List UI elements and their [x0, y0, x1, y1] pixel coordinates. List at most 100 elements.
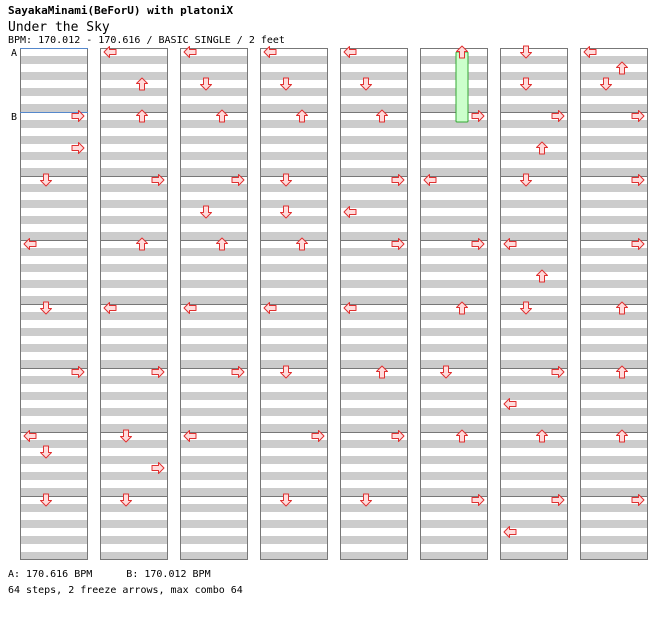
measure-stripe: [420, 152, 488, 160]
step-arrow-down: [520, 77, 532, 91]
step-arrow-right: [311, 430, 325, 442]
step-arrow-right: [151, 462, 165, 474]
step-arrow-left: [343, 46, 357, 58]
measure-stripe: [180, 536, 248, 544]
measure-stripe: [420, 168, 488, 176]
measure-stripe: [100, 440, 168, 448]
measure-stripe: [580, 520, 648, 528]
step-arrow-left: [23, 238, 37, 250]
measure-stripe: [180, 56, 248, 64]
measure-stripe: [20, 312, 88, 320]
measure-stripe: [500, 392, 568, 400]
step-arrow-down: [280, 77, 292, 91]
measure-stripe: [100, 136, 168, 144]
measure-stripe: [180, 152, 248, 160]
measure-stripe: [500, 56, 568, 64]
measure-stripe: [420, 232, 488, 240]
measure-stripe: [100, 344, 168, 352]
measure-stripe: [500, 456, 568, 464]
step-arrow-up: [216, 237, 228, 251]
measure-stripe: [420, 520, 488, 528]
step-arrow-down: [440, 365, 452, 379]
measure-stripe: [260, 216, 328, 224]
measure-stripe: [580, 552, 648, 560]
measure-stripe: [260, 200, 328, 208]
step-arrow-down: [200, 77, 212, 91]
measure-stripe: [180, 200, 248, 208]
measure-stripe: [500, 424, 568, 432]
measure-stripe: [20, 360, 88, 368]
measure-stripe: [580, 488, 648, 496]
measure-stripe: [20, 152, 88, 160]
step-arrow-down: [40, 173, 52, 187]
measure-stripe: [20, 184, 88, 192]
measure-stripe: [100, 536, 168, 544]
measure-stripe: [260, 120, 328, 128]
measure-stripe: [420, 328, 488, 336]
measure-stripe: [20, 536, 88, 544]
measure-stripe: [260, 72, 328, 80]
measure-stripe: [580, 456, 648, 464]
measure-stripe: [340, 392, 408, 400]
measure-stripe: [420, 264, 488, 272]
step-arrow-up: [296, 109, 308, 123]
measure-stripe: [180, 312, 248, 320]
measure-stripe: [180, 296, 248, 304]
measure-stripe: [180, 248, 248, 256]
step-arrow-right: [391, 430, 405, 442]
measure-stripe: [180, 120, 248, 128]
measure-stripe: [100, 424, 168, 432]
step-arrow-left: [343, 206, 357, 218]
measure-stripe: [500, 344, 568, 352]
measure-stripe: [340, 472, 408, 480]
step-arrow-left: [183, 302, 197, 314]
step-arrow-right: [631, 238, 645, 250]
measure-stripe: [420, 280, 488, 288]
measure-stripe: [580, 296, 648, 304]
measure-stripe: [340, 536, 408, 544]
step-arrow-right: [71, 366, 85, 378]
step-arrow-down: [40, 301, 52, 315]
measure-stripe: [260, 232, 328, 240]
measure-stripe: [100, 296, 168, 304]
measure-stripe: [420, 184, 488, 192]
measure-stripe: [580, 120, 648, 128]
measure-stripe: [420, 376, 488, 384]
measure-stripe: [180, 504, 248, 512]
measure-stripe: [260, 248, 328, 256]
measure-stripe: [420, 360, 488, 368]
measure-stripe: [20, 440, 88, 448]
measure-stripe: [180, 488, 248, 496]
measure-stripe: [100, 232, 168, 240]
measure-stripe: [20, 504, 88, 512]
measure-stripe: [580, 536, 648, 544]
chart-column-7: [500, 48, 568, 560]
measure-stripe: [340, 184, 408, 192]
measure-stripe: [100, 248, 168, 256]
measure-stripe: [580, 504, 648, 512]
measure-stripe: [180, 72, 248, 80]
measure-stripe: [100, 312, 168, 320]
measure-stripe: [260, 264, 328, 272]
measure-stripe: [500, 72, 568, 80]
step-arrow-up: [216, 109, 228, 123]
measure-stripe: [500, 120, 568, 128]
measure-stripe: [500, 216, 568, 224]
measure-stripe: [580, 328, 648, 336]
measure-stripe: [180, 392, 248, 400]
measure-stripe: [420, 248, 488, 256]
step-arrow-right: [551, 494, 565, 506]
measure-stripe: [580, 216, 648, 224]
measure-stripe: [420, 72, 488, 80]
measure-stripe: [580, 312, 648, 320]
step-arrow-right: [471, 494, 485, 506]
measure-stripe: [180, 472, 248, 480]
chart-column-2: [100, 48, 168, 560]
measure-stripe: [500, 232, 568, 240]
measure-stripe: [340, 488, 408, 496]
step-arrow-down: [280, 493, 292, 507]
measure-stripe: [340, 440, 408, 448]
measure-stripe: [100, 120, 168, 128]
measure-stripe: [500, 440, 568, 448]
